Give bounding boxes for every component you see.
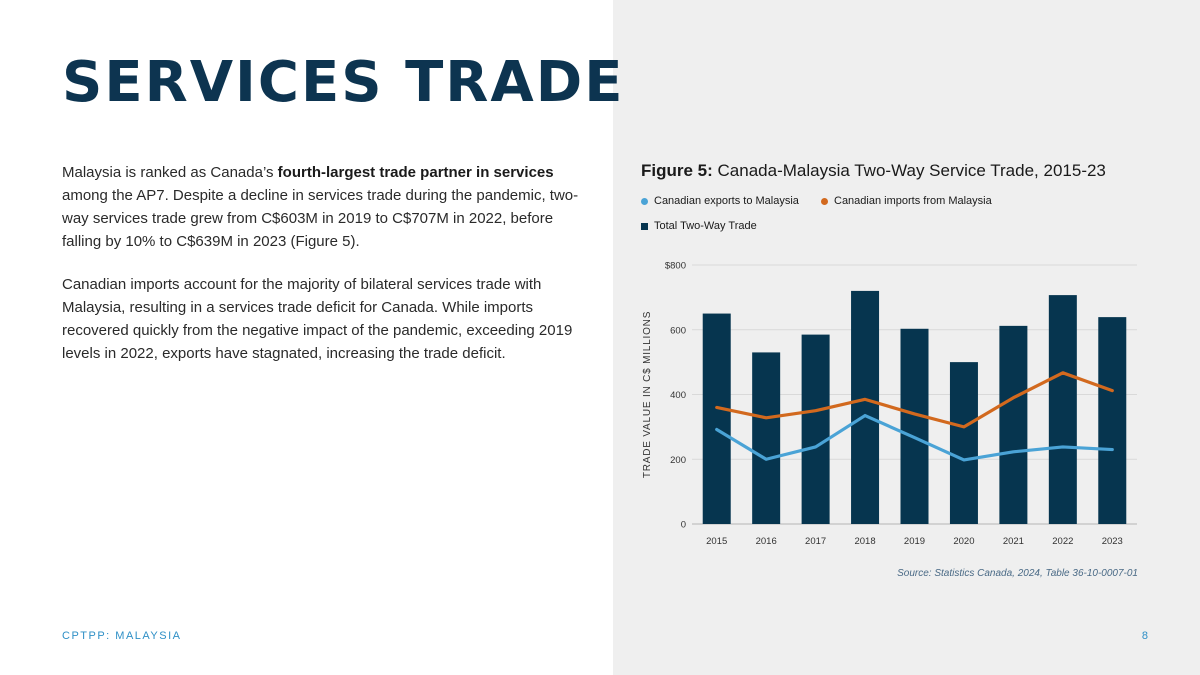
y-tick-label: 0 [681, 520, 686, 531]
legend-total-swatch [641, 222, 648, 230]
paragraph-1-pre: Malaysia is ranked as Canada’s [62, 164, 278, 181]
figure-title-text: Canada-Malaysia Two-Way Service Trade, 2… [717, 161, 1106, 180]
x-tick-label: 2016 [756, 536, 777, 547]
legend-item-total: Total Two-Way Trade [641, 220, 757, 232]
bar-total [702, 313, 731, 524]
y-axis-label: TRADE VALUE IN C$ MILLIONS [642, 311, 653, 478]
paragraph-1-bold: fourth-largest trade partner in services [277, 164, 554, 181]
footer-label: CPTPP: MALAYSIA [62, 630, 182, 642]
y-tick-label: 200 [670, 455, 686, 466]
bar-total [999, 325, 1028, 524]
page-title: SERVICES TRADE [62, 50, 625, 115]
body-text: Malaysia is ranked as Canada’s fourth-la… [62, 161, 592, 385]
y-tick-label: $800 [665, 261, 686, 272]
figure-label: Figure 5: [641, 161, 713, 180]
legend-item-imports: Canadian imports from Malaysia [821, 195, 992, 207]
x-tick-label: 2015 [706, 536, 727, 547]
x-tick-label: 2017 [805, 536, 826, 547]
page-number: 8 [1141, 630, 1148, 642]
x-tick-label: 2019 [904, 536, 925, 547]
bar-total [900, 328, 929, 524]
bar-total [949, 362, 978, 524]
paragraph-2: Canadian imports account for the majorit… [62, 276, 573, 362]
paragraph-1: Malaysia is ranked as Canada’s fourth-la… [62, 161, 592, 253]
x-tick-label: 2022 [1052, 536, 1073, 547]
legend-exports-swatch [641, 197, 648, 205]
paragraph-1-post: among the AP7. Despite a decline in serv… [62, 187, 579, 250]
x-tick-label: 2023 [1102, 536, 1123, 547]
legend-item-exports: Canadian exports to Malaysia [641, 195, 799, 207]
legend-exports-label: Canadian exports to Malaysia [654, 195, 799, 207]
bar-total [1098, 317, 1127, 524]
figure-title: Figure 5: Canada-Malaysia Two-Way Servic… [641, 161, 1106, 181]
legend-total-label: Total Two-Way Trade [654, 220, 757, 232]
y-tick-label: 400 [670, 390, 686, 401]
bar-total [801, 334, 830, 524]
x-tick-label: 2021 [1003, 536, 1024, 547]
legend-imports-label: Canadian imports from Malaysia [834, 195, 992, 207]
left-panel [0, 0, 613, 675]
bar-total [1048, 295, 1077, 524]
chart-source: Source: Statistics Canada, 2024, Table 3… [897, 568, 1138, 579]
legend-imports-swatch [821, 197, 828, 205]
y-tick-label: 600 [670, 325, 686, 336]
x-tick-label: 2018 [854, 536, 875, 547]
line-exports [715, 413, 1114, 462]
bar-total [851, 290, 880, 524]
bar-total [752, 352, 781, 524]
x-tick-label: 2020 [953, 536, 974, 547]
line-imports [715, 371, 1114, 429]
